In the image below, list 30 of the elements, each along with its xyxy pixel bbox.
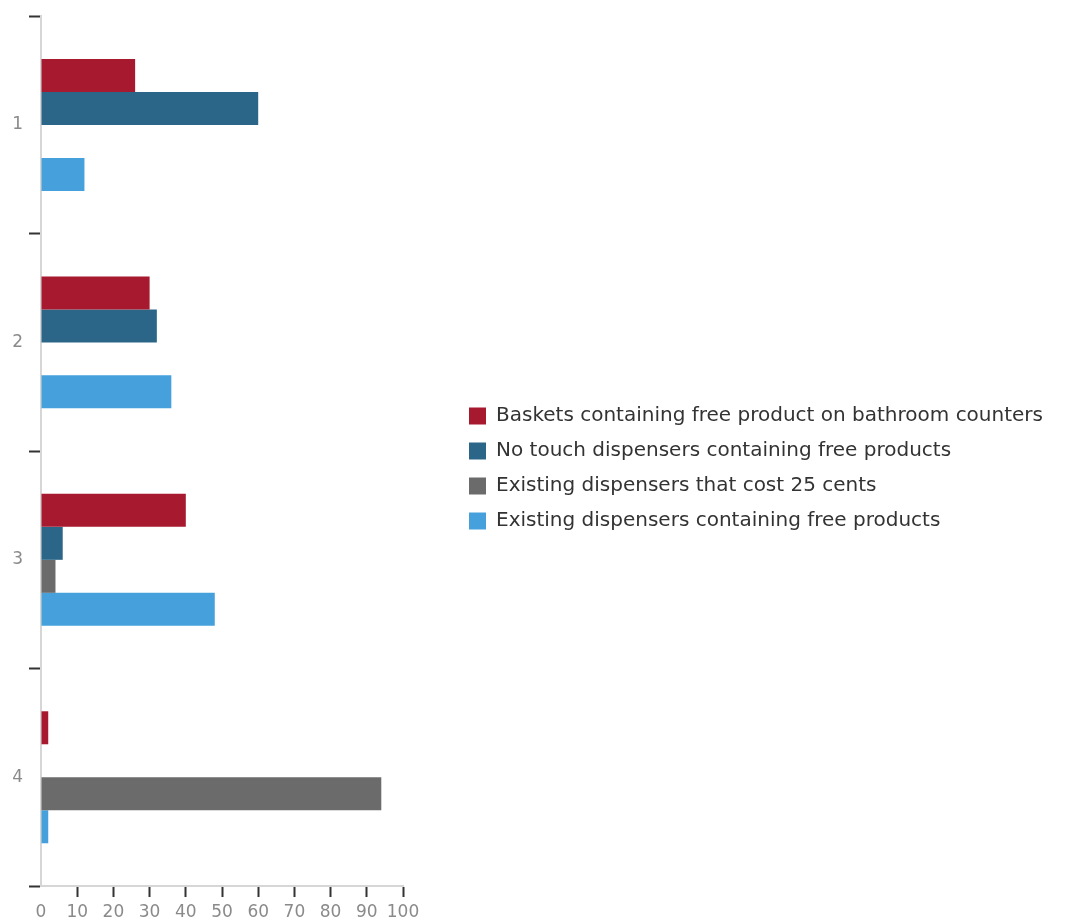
legend-label: Existing dispensers that cost 25 cents	[496, 472, 877, 497]
bar	[41, 157, 85, 191]
x-tick-label: 90	[355, 900, 378, 921]
x-tick-label: 30	[138, 900, 161, 921]
x-tick-label: 0	[35, 900, 47, 921]
bar	[41, 559, 56, 593]
y-tick-label: 3	[12, 548, 23, 569]
legend-label: No touch dispensers containing free products	[496, 437, 952, 462]
bar	[41, 592, 215, 626]
y-tick-label: 1	[12, 113, 23, 134]
x-tick-label: 50	[211, 900, 233, 921]
legend-label: Existing dispensers containing free products	[496, 507, 941, 532]
bar	[41, 276, 150, 310]
x-tick-label: 70	[283, 900, 306, 921]
x-tick-label: 10	[66, 900, 89, 921]
bar	[41, 777, 382, 811]
y-tick-label: 4	[12, 765, 23, 786]
x-tick-label: 80	[319, 900, 342, 921]
x-tick-label: 40	[174, 900, 197, 921]
bar	[41, 493, 186, 527]
bar	[41, 375, 172, 409]
x-tick-label: 60	[247, 900, 270, 921]
y-tick-label: 2	[12, 330, 23, 351]
bar	[41, 58, 136, 92]
legend-label: Baskets containing free product on bathroom counters	[496, 402, 1044, 427]
x-tick-label: 20	[102, 900, 125, 921]
x-tick-label: 100	[386, 900, 420, 921]
bar	[41, 91, 259, 125]
bar	[41, 526, 63, 560]
bar	[41, 309, 157, 343]
